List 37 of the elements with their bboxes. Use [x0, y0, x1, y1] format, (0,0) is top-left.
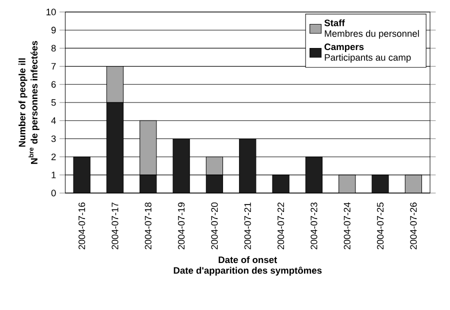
bar: [73, 156, 90, 193]
y-tick-label: 1: [52, 172, 56, 178]
text: Number of people ill N$^{bre}$ de personnes infectées: [18, 40, 40, 164]
y-tick-label: 10: [46, 8, 56, 16]
x-tick-label: 2004-07-16: [78, 202, 86, 250]
bar: [106, 102, 124, 193]
y-tick-label: 8: [51, 44, 56, 52]
y-tick-label: 7: [51, 63, 56, 70]
x-tick-label: 2004-07-21: [244, 202, 251, 250]
y-tick-label: 5: [51, 99, 56, 106]
bar: [305, 156, 323, 193]
x-tick-label: 2004-07-20: [211, 202, 218, 250]
x-tick-label: 2004-07-26: [410, 202, 417, 250]
y-tick-label: 4: [51, 117, 56, 124]
x-tick-label: 2004-07-22: [278, 202, 284, 250]
legend-label: Staff Membres du personnel: [324, 19, 419, 39]
y-tick-label: 0: [51, 190, 56, 196]
y-tick-label: 2: [51, 154, 56, 160]
x-tick-label: 2004-07-25: [377, 202, 384, 250]
bar: [239, 138, 256, 193]
bar: [140, 174, 157, 193]
bar: [172, 138, 190, 193]
bar: [140, 120, 157, 176]
bar: [372, 174, 389, 193]
bar: [206, 174, 224, 193]
x-tick-label: 2004-07-23: [310, 202, 318, 250]
legend-label: Campers Participants au camp: [324, 43, 411, 63]
bar: [272, 174, 290, 193]
x-axis-title: Date of onset Date d'apparition des symptômes: [174, 256, 322, 276]
x-tick-label: 2004-07-17: [112, 202, 118, 250]
y-tick-label: 9: [51, 26, 56, 34]
bar: [206, 156, 224, 176]
x-tick-label: 2004-07-24: [344, 202, 350, 250]
y-tick-label: 6: [51, 81, 56, 88]
y-tick-label: 3: [51, 135, 56, 142]
x-tick-label: 2004-07-18: [144, 202, 152, 250]
x-tick-label: 2004-07-19: [178, 202, 185, 250]
